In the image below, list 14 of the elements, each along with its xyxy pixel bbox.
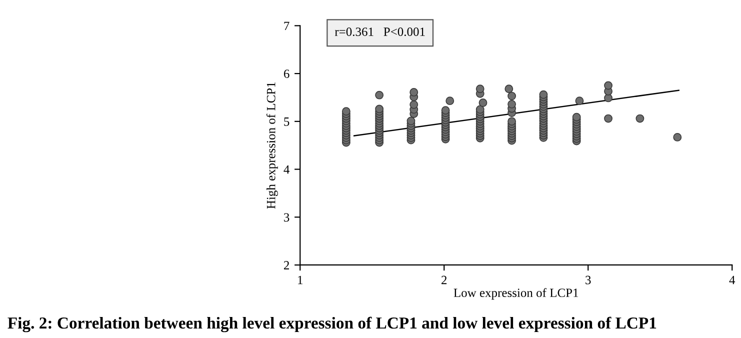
x-tick-label: 2 (442, 276, 447, 284)
x-axis-title: Low expression of LCP1 (454, 288, 578, 300)
y-tick-label: 5 (284, 118, 290, 126)
x-tick-label: 4 (729, 276, 736, 284)
x-tick-label: 1 (298, 276, 302, 284)
y-tick-label: 2 (284, 261, 289, 270)
y-tick-label: 3 (284, 213, 290, 222)
text: Fig. 2: Correlation between high level expression of LCP1 and low level expression of LCP1 (8, 316, 656, 332)
y-tick-label: 4 (284, 165, 290, 174)
y-axis-title: High expression of LCP1 (266, 82, 278, 209)
y-tick-label: 6 (284, 70, 290, 78)
x-tick-label: 3 (586, 276, 591, 284)
y-tick-label: 7 (284, 22, 290, 30)
annotation: r=0.361 P<0.001 (334, 28, 425, 36)
